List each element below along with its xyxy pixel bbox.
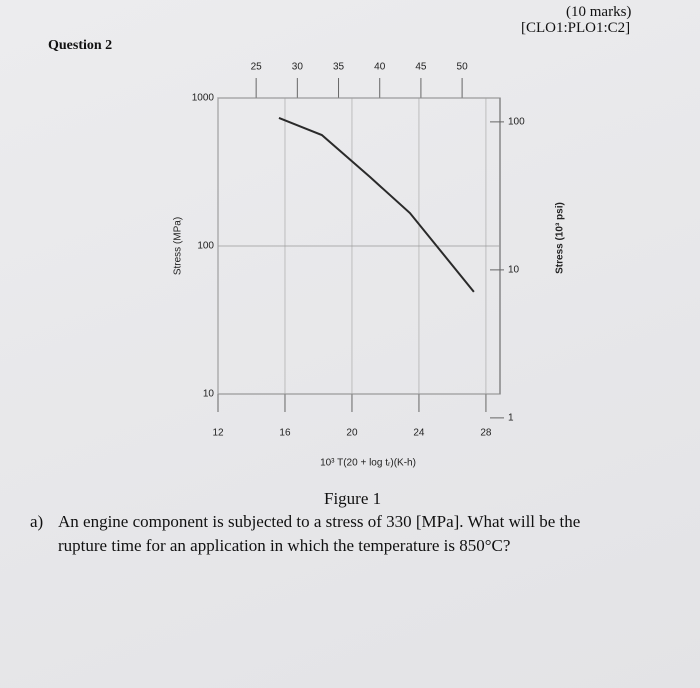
x2-tick-label: 50 xyxy=(457,62,469,73)
x-axis-label: 10³ T(20 + log tᵣ)(K-h) xyxy=(320,458,416,469)
x2-tick-label: 30 xyxy=(292,62,304,73)
chart: Stress (MPa) Stress (10³ psi) 10³ T(20 +… xyxy=(173,62,566,469)
curve xyxy=(278,117,475,293)
x2-tick-label: 40 xyxy=(374,62,386,73)
y2-tick-label: 1 xyxy=(508,413,514,424)
question-text: rupture time for an application in which… xyxy=(58,536,511,555)
y2-axis-label: Stress (10³ psi) xyxy=(555,202,566,274)
marks: (10 marks) xyxy=(566,4,632,20)
y2-tick-label: 100 xyxy=(508,117,525,128)
y2-tick-label: 10 xyxy=(508,265,520,276)
y-axis-label: Stress (MPa) xyxy=(173,217,184,275)
x2-tick-label: 35 xyxy=(333,62,345,73)
question-label: a) xyxy=(30,512,44,531)
clo: [CLO1:PLO1:C2] xyxy=(521,20,631,36)
y-tick-label: 10 xyxy=(203,389,215,400)
x2-tick-label: 45 xyxy=(415,62,427,73)
x2-tick-label: 25 xyxy=(251,62,263,73)
y-tick-label: 1000 xyxy=(192,93,215,104)
x-tick-label: 28 xyxy=(480,428,492,439)
question-title: Question 2 xyxy=(48,38,113,53)
x-tick-label: 20 xyxy=(346,428,358,439)
x-tick-label: 12 xyxy=(212,428,224,439)
y-tick-label: 100 xyxy=(197,241,214,252)
question-text: An engine component is subjected to a st… xyxy=(58,512,581,531)
x-tick-label: 16 xyxy=(279,428,291,439)
x-tick-label: 24 xyxy=(413,428,425,439)
figure-caption: Figure 1 xyxy=(324,489,382,508)
